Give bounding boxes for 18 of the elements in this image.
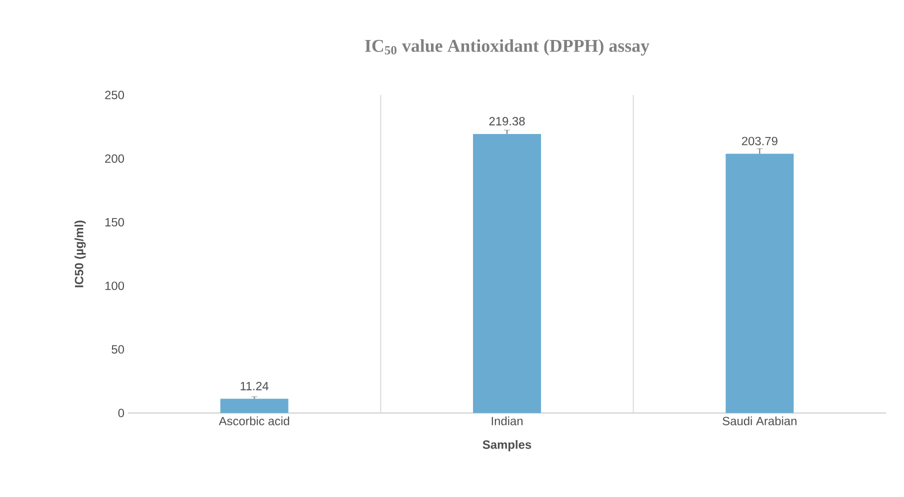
y-axis-title: IC50 (µg/ml) [74, 220, 86, 288]
data-label: 219.38 [489, 116, 525, 126]
y-tick-label: 100 [105, 282, 124, 290]
x-tick-label: Saudi Arabian [722, 416, 796, 426]
data-label: 203.79 [742, 136, 778, 146]
bar [726, 154, 794, 413]
y-tick-label: 250 [105, 90, 124, 100]
y-tick-label: 150 [105, 218, 124, 226]
bar [473, 134, 542, 413]
y-tick-label: 200 [105, 154, 124, 163]
x-tick-label: Ascorbic acid [218, 416, 290, 426]
bar [220, 398, 288, 413]
data-label: 11.24 [240, 382, 268, 390]
chart-title: IC$_{50}$ value Antioxidant (DPPH) assay [365, 39, 650, 56]
y-tick-label: 0 [118, 408, 124, 418]
x-tick-label: Indian [492, 416, 523, 426]
x-axis-title: Samples [482, 440, 532, 452]
y-tick-label: 50 [112, 345, 124, 354]
